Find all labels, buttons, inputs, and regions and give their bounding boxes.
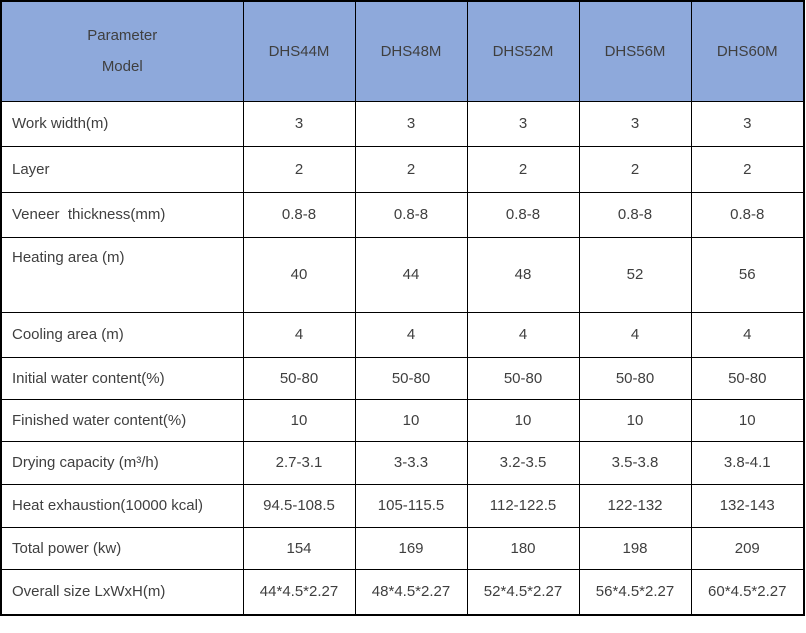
table-row-drying-capacity: Drying capacity (m³/h) 2.7-3.1 3-3.3 3.2… [0,440,805,485]
header-model-dhs60m: DHS60M [690,0,805,102]
value-cell: 2 [354,145,468,193]
table-row-initial-water-content: Initial water content(%) 50-80 50-80 50-… [0,356,805,400]
header-model-label: Model [101,58,143,76]
table-row-layer: Layer 2 2 2 2 2 [0,145,805,193]
table-row-overall-size: Overall size LxWxH(m) 44*4.5*2.27 48*4.5… [0,568,805,616]
value-cell: 3-3.3 [354,440,468,485]
value-cell: 0.8-8 [354,191,468,238]
value-cell: 50-80 [242,356,356,400]
value-cell: 50-80 [354,356,468,400]
row-label-veneer-thickness: Veneer thickness(mm) [0,191,244,238]
value-cell: 52*4.5*2.27 [466,568,580,616]
value-cell: 10 [578,398,692,442]
value-cell: 3.2-3.5 [466,440,580,485]
value-cell: 3 [466,100,580,147]
value-cell: 198 [578,526,692,570]
value-cell: 2 [578,145,692,193]
value-cell: 10 [242,398,356,442]
value-cell: 44 [354,236,468,313]
value-cell: 0.8-8 [690,191,805,238]
value-cell: 10 [466,398,580,442]
value-cell: 56*4.5*2.27 [578,568,692,616]
value-cell: 3 [354,100,468,147]
value-cell: 209 [690,526,805,570]
row-label-heat-exhaustion: Heat exhaustion(10000 kcal) [0,483,244,528]
value-cell: 10 [354,398,468,442]
row-label-finished-water-content: Finished water content(%) [0,398,244,442]
header-parameter-label: Parameter [87,27,158,45]
header-model-dhs52m: DHS52M [466,0,580,102]
value-cell: 44*4.5*2.27 [242,568,356,616]
row-label-work-width: Work width(m) [0,100,244,147]
row-label-cooling-area: Cooling area (m) [0,311,244,358]
value-cell: 4 [578,311,692,358]
header-model-dhs56m: DHS56M [578,0,692,102]
value-cell: 0.8-8 [578,191,692,238]
value-cell: 4 [466,311,580,358]
value-cell: 180 [466,526,580,570]
header-model-dhs44m: DHS44M [242,0,356,102]
value-cell: 2 [690,145,805,193]
value-cell: 0.8-8 [242,191,356,238]
value-cell: 112-122.5 [466,483,580,528]
table-row-finished-water-content: Finished water content(%) 10 10 10 10 10 [0,398,805,442]
table-row-cooling-area: Cooling area (m) 4 4 4 4 4 [0,311,805,358]
value-cell: 4 [690,311,805,358]
value-cell: 0.8-8 [466,191,580,238]
row-label-drying-capacity: Drying capacity (m³/h) [0,440,244,485]
value-cell: 169 [354,526,468,570]
value-cell: 132-143 [690,483,805,528]
header-row: Parameter Model DHS44M DHS48M DHS52M DHS… [0,0,805,102]
value-cell: 2 [466,145,580,193]
value-cell: 3.8-4.1 [690,440,805,485]
value-cell: 48*4.5*2.27 [354,568,468,616]
value-cell: 56 [690,236,805,313]
table-row-work-width: Work width(m) 3 3 3 3 3 [0,100,805,147]
table-row-veneer-thickness: Veneer thickness(mm) 0.8-8 0.8-8 0.8-8 0… [0,191,805,238]
value-cell: 50-80 [466,356,580,400]
value-cell: 52 [578,236,692,313]
value-cell: 2.7-3.1 [242,440,356,485]
row-label-initial-water-content: Initial water content(%) [0,356,244,400]
value-cell: 94.5-108.5 [242,483,356,528]
value-cell: 105-115.5 [354,483,468,528]
value-cell: 3 [242,100,356,147]
value-cell: 3 [690,100,805,147]
value-cell: 3 [578,100,692,147]
row-label-total-power: Total power (kw) [0,526,244,570]
value-cell: 4 [354,311,468,358]
table-row-heat-exhaustion: Heat exhaustion(10000 kcal) 94.5-108.5 1… [0,483,805,528]
value-cell: 50-80 [578,356,692,400]
value-cell: 154 [242,526,356,570]
spec-table: Parameter Model DHS44M DHS48M DHS52M DHS… [0,0,805,616]
table-row-total-power: Total power (kw) 154 169 180 198 209 [0,526,805,570]
value-cell: 48 [466,236,580,313]
row-label-layer: Layer [0,145,244,193]
header-parameter-model-cell: Parameter Model [0,0,244,102]
value-cell: 50-80 [690,356,805,400]
value-cell: 3.5-3.8 [578,440,692,485]
header-model-dhs48m: DHS48M [354,0,468,102]
row-label-overall-size: Overall size LxWxH(m) [0,568,244,616]
row-label-heating-area: Heating area (m) [0,236,244,313]
value-cell: 2 [242,145,356,193]
value-cell: 10 [690,398,805,442]
value-cell: 40 [242,236,356,313]
value-cell: 4 [242,311,356,358]
value-cell: 122-132 [578,483,692,528]
table-row-heating-area: Heating area (m) 40 44 48 52 56 [0,236,805,313]
value-cell: 60*4.5*2.27 [690,568,805,616]
